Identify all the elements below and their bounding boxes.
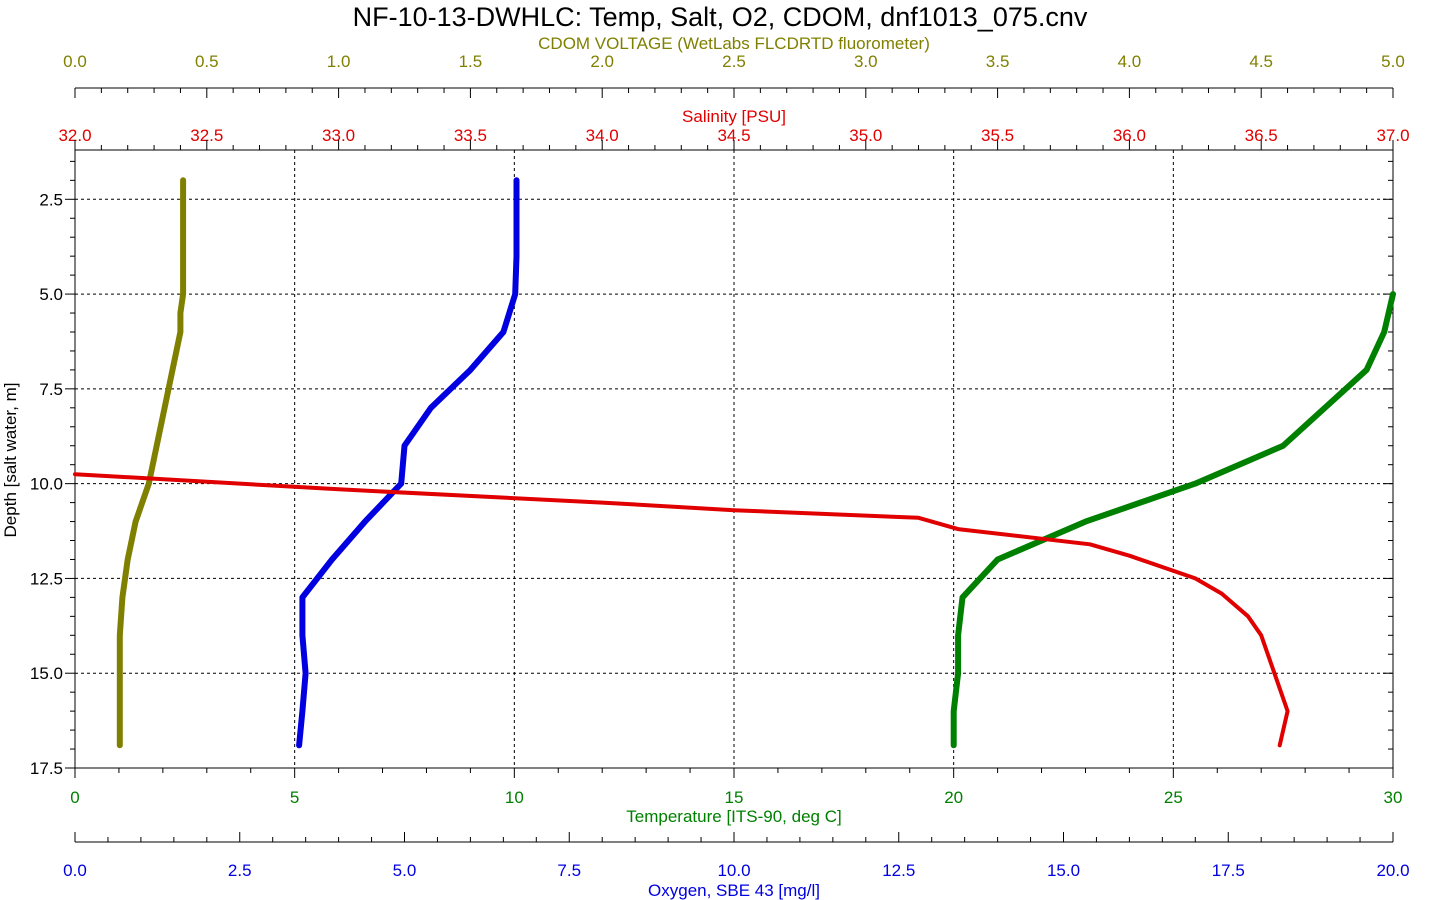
temperature-tick-label: 10: [505, 788, 524, 807]
depth-tick-label: 7.5: [39, 380, 63, 399]
cdom-tick-label: 4.5: [1249, 52, 1273, 71]
chart-title: NF-10-13-DWHLC: Temp, Salt, O2, CDOM, dn…: [353, 2, 1088, 32]
oxygen-axis-label: Oxygen, SBE 43 [mg/l]: [648, 881, 820, 900]
oxygen-tick-label: 17.5: [1212, 861, 1245, 880]
salinity-tick-label: 35.0: [849, 126, 882, 145]
depth-tick-label: 5.0: [39, 285, 63, 304]
cdom-tick-label: 1.5: [459, 52, 483, 71]
cdom-tick-label: 5.0: [1381, 52, 1405, 71]
depth-tick-label: 15.0: [30, 664, 63, 683]
oxygen-profile-line: [296, 177, 520, 749]
cdom-tick-label: 2.5: [722, 52, 746, 71]
depth-tick-label: 12.5: [30, 569, 63, 588]
cdom-tick-label: 1.0: [327, 52, 351, 71]
oxygen-tick-labels: 0.0 2.5 5.0 7.5 10.0 12.5 15.0 17.5 20.0: [63, 861, 1409, 880]
salinity-tick-label: 36.5: [1245, 126, 1278, 145]
cdom-tick-label: 0.5: [195, 52, 219, 71]
temperature-tick-label: 5: [290, 788, 299, 807]
cdom-tick-label: 3.0: [854, 52, 878, 71]
oxygen-tick-label: 12.5: [882, 861, 915, 880]
cdom-tick-label: 2.0: [590, 52, 614, 71]
salinity-profile-line: [73, 472, 1290, 748]
cdom-ticks: [74, 88, 1394, 98]
temperature-tick-labels: 0 5 10 15 20 25 30: [70, 788, 1402, 807]
temperature-tick-label: 0: [70, 788, 79, 807]
temperature-tick-label: 30: [1384, 788, 1403, 807]
cdom-profile-line: [116, 177, 187, 749]
oxygen-tick-label: 7.5: [557, 861, 581, 880]
oxygen-tick-label: 5.0: [393, 861, 417, 880]
cdom-tick-label: 0.0: [63, 52, 87, 71]
cdom-axis-label: CDOM VOLTAGE (WetLabs FLCDRTD fluoromete…: [538, 34, 930, 53]
cdom-tick-labels: 0.0 0.5 1.0 1.5 2.0 2.5 3.0 3.5 4.0 4.5 5.0: [63, 52, 1405, 71]
depth-tick-label: 10.0: [30, 475, 63, 494]
oxygen-tick-label: 0.0: [63, 861, 87, 880]
salinity-tick-label: 33.5: [454, 126, 487, 145]
salinity-tick-label: 33.0: [322, 126, 355, 145]
salinity-tick-label: 36.0: [1113, 126, 1146, 145]
temperature-tick-label: 25: [1164, 788, 1183, 807]
salinity-tick-label: 34.5: [717, 126, 750, 145]
depth-tick-label: 17.5: [30, 759, 63, 778]
salinity-tick-label: 32.5: [190, 126, 223, 145]
salinity-tick-label: 37.0: [1376, 126, 1409, 145]
temperature-tick-label: 15: [725, 788, 744, 807]
salinity-tick-label: 35.5: [981, 126, 1014, 145]
depth-tick-labels: 2.5 5.0 7.5 10.0 12.5 15.0 17.5: [30, 190, 63, 778]
salinity-axis-label: Salinity [PSU]: [682, 107, 786, 126]
temperature-tick-label: 20: [944, 788, 963, 807]
oxygen-tick-label: 15.0: [1047, 861, 1080, 880]
depth-tick-label: 2.5: [39, 190, 63, 209]
oxygen-tick-label: 2.5: [228, 861, 252, 880]
oxygen-tick-label: 10.0: [717, 861, 750, 880]
grid-lines: [75, 150, 1393, 769]
temperature-axis-label: Temperature [ITS-90, deg C]: [626, 807, 841, 826]
frame-ticks: [65, 140, 1394, 778]
oxygen-ticks: [74, 832, 1394, 842]
depth-axis-label: Depth [salt water, m]: [1, 383, 20, 538]
salinity-tick-label: 32.0: [58, 126, 91, 145]
cdom-tick-label: 4.0: [1118, 52, 1142, 71]
salinity-tick-labels: 32.0 32.5 33.0 33.5 34.0 34.5 35.0 35.5 36.0 36.5…: [58, 126, 1409, 145]
oxygen-tick-label: 20.0: [1376, 861, 1409, 880]
cdom-tick-label: 3.5: [986, 52, 1010, 71]
data-series: [73, 177, 1396, 749]
salinity-tick-label: 34.0: [586, 126, 619, 145]
